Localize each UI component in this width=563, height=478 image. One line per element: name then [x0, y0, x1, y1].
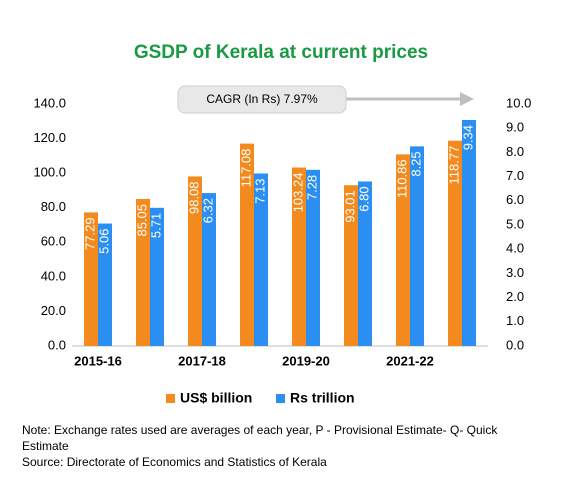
- y-tick-label: 140.0: [33, 95, 66, 110]
- y2-tick-label: 6.0: [506, 192, 524, 207]
- x-tick-label: 2021-22: [386, 353, 434, 368]
- y2-tick-label: 7.0: [506, 168, 524, 183]
- bar: [150, 207, 164, 346]
- bar: [136, 198, 150, 346]
- cagr-label: CAGR (In Rs) 7.97%: [206, 92, 318, 106]
- y2-tick-label: 0.0: [506, 337, 524, 352]
- cagr-box: [177, 85, 347, 114]
- value-label: 117.08: [238, 149, 253, 188]
- value-label: 93.01: [342, 190, 357, 223]
- y-tick-label: 40.0: [41, 268, 66, 283]
- bar: [240, 143, 254, 346]
- bar: [202, 193, 216, 346]
- legend-swatch: [166, 394, 175, 403]
- note: Note: Exchange rates used are averages o…: [22, 423, 498, 453]
- chart-title: GSDP of Kerala at current prices: [134, 42, 428, 63]
- legend-label: US$ billion: [180, 390, 252, 406]
- y2-tick-label: 10.0: [506, 95, 531, 110]
- y-tick-label: 20.0: [41, 303, 66, 318]
- bar: [344, 185, 358, 346]
- y2-tick-label: 1.0: [506, 313, 524, 328]
- value-label: 110.86: [394, 159, 409, 198]
- bar: [410, 146, 424, 346]
- value-label: 7.28: [304, 175, 319, 200]
- value-label: 5.71: [148, 213, 163, 238]
- value-label: 77.29: [82, 217, 97, 250]
- source: Source: Directorate of Economics and Sta…: [22, 455, 327, 469]
- bar: [358, 181, 372, 346]
- y-tick-label: 100.0: [33, 165, 66, 180]
- y-tick-label: 80.0: [41, 199, 66, 214]
- bar: [306, 169, 320, 346]
- bar: [292, 167, 306, 346]
- bar: [448, 140, 462, 346]
- bar: [98, 223, 112, 346]
- value-label: 103.24: [290, 173, 305, 213]
- bar: [84, 212, 98, 346]
- value-label: 6.80: [356, 186, 371, 211]
- x-tick-label: 2017-18: [178, 353, 226, 368]
- legend-label: Rs trillion: [290, 390, 355, 406]
- y2-tick-label: 2.0: [506, 289, 524, 304]
- value-label: 6.32: [200, 198, 215, 223]
- y2-tick-label: 8.0: [506, 144, 524, 159]
- y-tick-label: 120.0: [33, 130, 66, 145]
- y2-tick-label: 5.0: [506, 216, 524, 231]
- x-tick-label: 2015-16: [74, 353, 122, 368]
- y-tick-label: 0.0: [48, 337, 66, 352]
- y2-tick-label: 4.0: [506, 241, 524, 256]
- legend-swatch: [276, 394, 285, 403]
- y-tick-label: 60.0: [41, 234, 66, 249]
- value-label: 118.77: [446, 146, 461, 185]
- y2-tick-label: 3.0: [506, 265, 524, 280]
- bar: [462, 119, 476, 346]
- bar: [254, 173, 268, 346]
- y2-tick-label: 9.0: [506, 120, 524, 135]
- value-label: 85.05: [134, 204, 149, 237]
- value-label: 8.25: [408, 151, 423, 176]
- value-label: 9.34: [460, 125, 475, 150]
- value-label: 98.08: [186, 181, 201, 214]
- value-label: 7.13: [252, 178, 267, 203]
- x-tick-label: 2019-20: [282, 353, 330, 368]
- bar: [396, 154, 410, 346]
- value-label: 5.06: [96, 229, 111, 254]
- bar: [188, 176, 202, 346]
- cagr-arrowhead: [460, 92, 474, 106]
